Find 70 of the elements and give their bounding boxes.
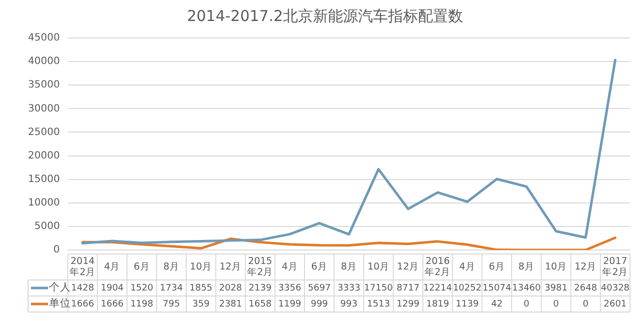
chart-title: 2014-2017.2北京新能源汽车指标配置数 (186, 6, 464, 25)
data-label: 0 (553, 299, 560, 310)
x-tick-label: 2016 年2月 (424, 256, 451, 278)
x-tick-label: 10月 (544, 261, 568, 272)
data-label: 15074 (482, 283, 512, 294)
y-tick-label: 15000 (28, 174, 60, 185)
y-tick-label: 45000 (28, 32, 60, 44)
x-tick-label: 4月 (459, 261, 476, 272)
data-label: 2139 (248, 283, 272, 294)
data-label: 795 (162, 299, 180, 310)
data-label: 1658 (248, 299, 272, 310)
data-label: 40328 (600, 283, 630, 294)
x-tick-label: 4月 (282, 261, 298, 272)
data-label: 1513 (367, 299, 390, 310)
data-label: 2601 (604, 299, 627, 310)
data-label: 1666 (100, 299, 124, 310)
data-label: 3981 (544, 283, 568, 294)
x-tick-label: 2014 年2月 (70, 256, 96, 278)
data-label: 2648 (574, 283, 598, 294)
y-tick-label: 40000 (28, 56, 60, 68)
data-label: 999 (310, 299, 328, 310)
y-tick-label: 30000 (28, 103, 60, 114)
data-label: 8717 (396, 283, 420, 294)
data-label: 13460 (512, 283, 542, 294)
x-tick-label: 12月 (397, 261, 420, 272)
data-label: 1666 (71, 299, 94, 310)
data-label: 17150 (364, 283, 394, 294)
data-label: 1198 (130, 299, 154, 310)
data-label: 1520 (130, 283, 154, 294)
legend-label: 单位 (49, 296, 71, 310)
x-tick-label: 8月 (518, 261, 534, 272)
data-label: 0 (524, 299, 530, 310)
x-tick-label: 6月 (134, 261, 150, 272)
data-label: 1855 (190, 283, 212, 294)
y-tick-label: 5000 (34, 221, 60, 232)
x-tick-label: 2015 年2月 (247, 256, 274, 278)
data-label: 3356 (278, 283, 302, 294)
x-tick-label: 2017 年2月 (602, 256, 628, 278)
x-tick-label: 6月 (311, 261, 328, 272)
data-label: 1139 (456, 299, 479, 310)
x-tick-label: 4月 (104, 261, 120, 272)
data-label: 1734 (160, 283, 184, 294)
legend-label: 个人 (49, 282, 71, 294)
data-label: 1819 (426, 299, 450, 310)
x-tick-label: 10月 (367, 261, 390, 272)
x-tick-label: 10月 (190, 261, 212, 272)
y-tick-label: 35000 (28, 80, 60, 91)
data-label: 42 (491, 299, 503, 310)
y-tick-label: 20000 (28, 150, 60, 162)
x-tick-label: 6月 (488, 261, 505, 272)
data-label: 5697 (308, 283, 331, 294)
x-tick-label: 8月 (340, 261, 357, 272)
data-label: 1299 (396, 299, 420, 310)
data-label: 2381 (219, 299, 242, 310)
data-label: 359 (192, 299, 210, 310)
data-label: 1428 (71, 283, 94, 294)
x-tick-label: 12月 (574, 261, 597, 272)
data-label: 1199 (278, 299, 302, 310)
y-tick-label: 25000 (28, 126, 60, 138)
y-tick-label: 10000 (28, 197, 60, 208)
data-label: 993 (340, 299, 358, 310)
data-label: 10252 (452, 283, 482, 294)
y-tick-label: 0 (53, 244, 60, 256)
x-tick-label: 8月 (163, 261, 180, 272)
data-label: 3333 (337, 283, 360, 294)
data-label: 12214 (423, 283, 452, 294)
data-label: 0 (582, 299, 589, 310)
x-tick-label: 12月 (220, 261, 242, 272)
data-label: 1904 (100, 283, 124, 294)
data-label: 2028 (219, 283, 242, 294)
